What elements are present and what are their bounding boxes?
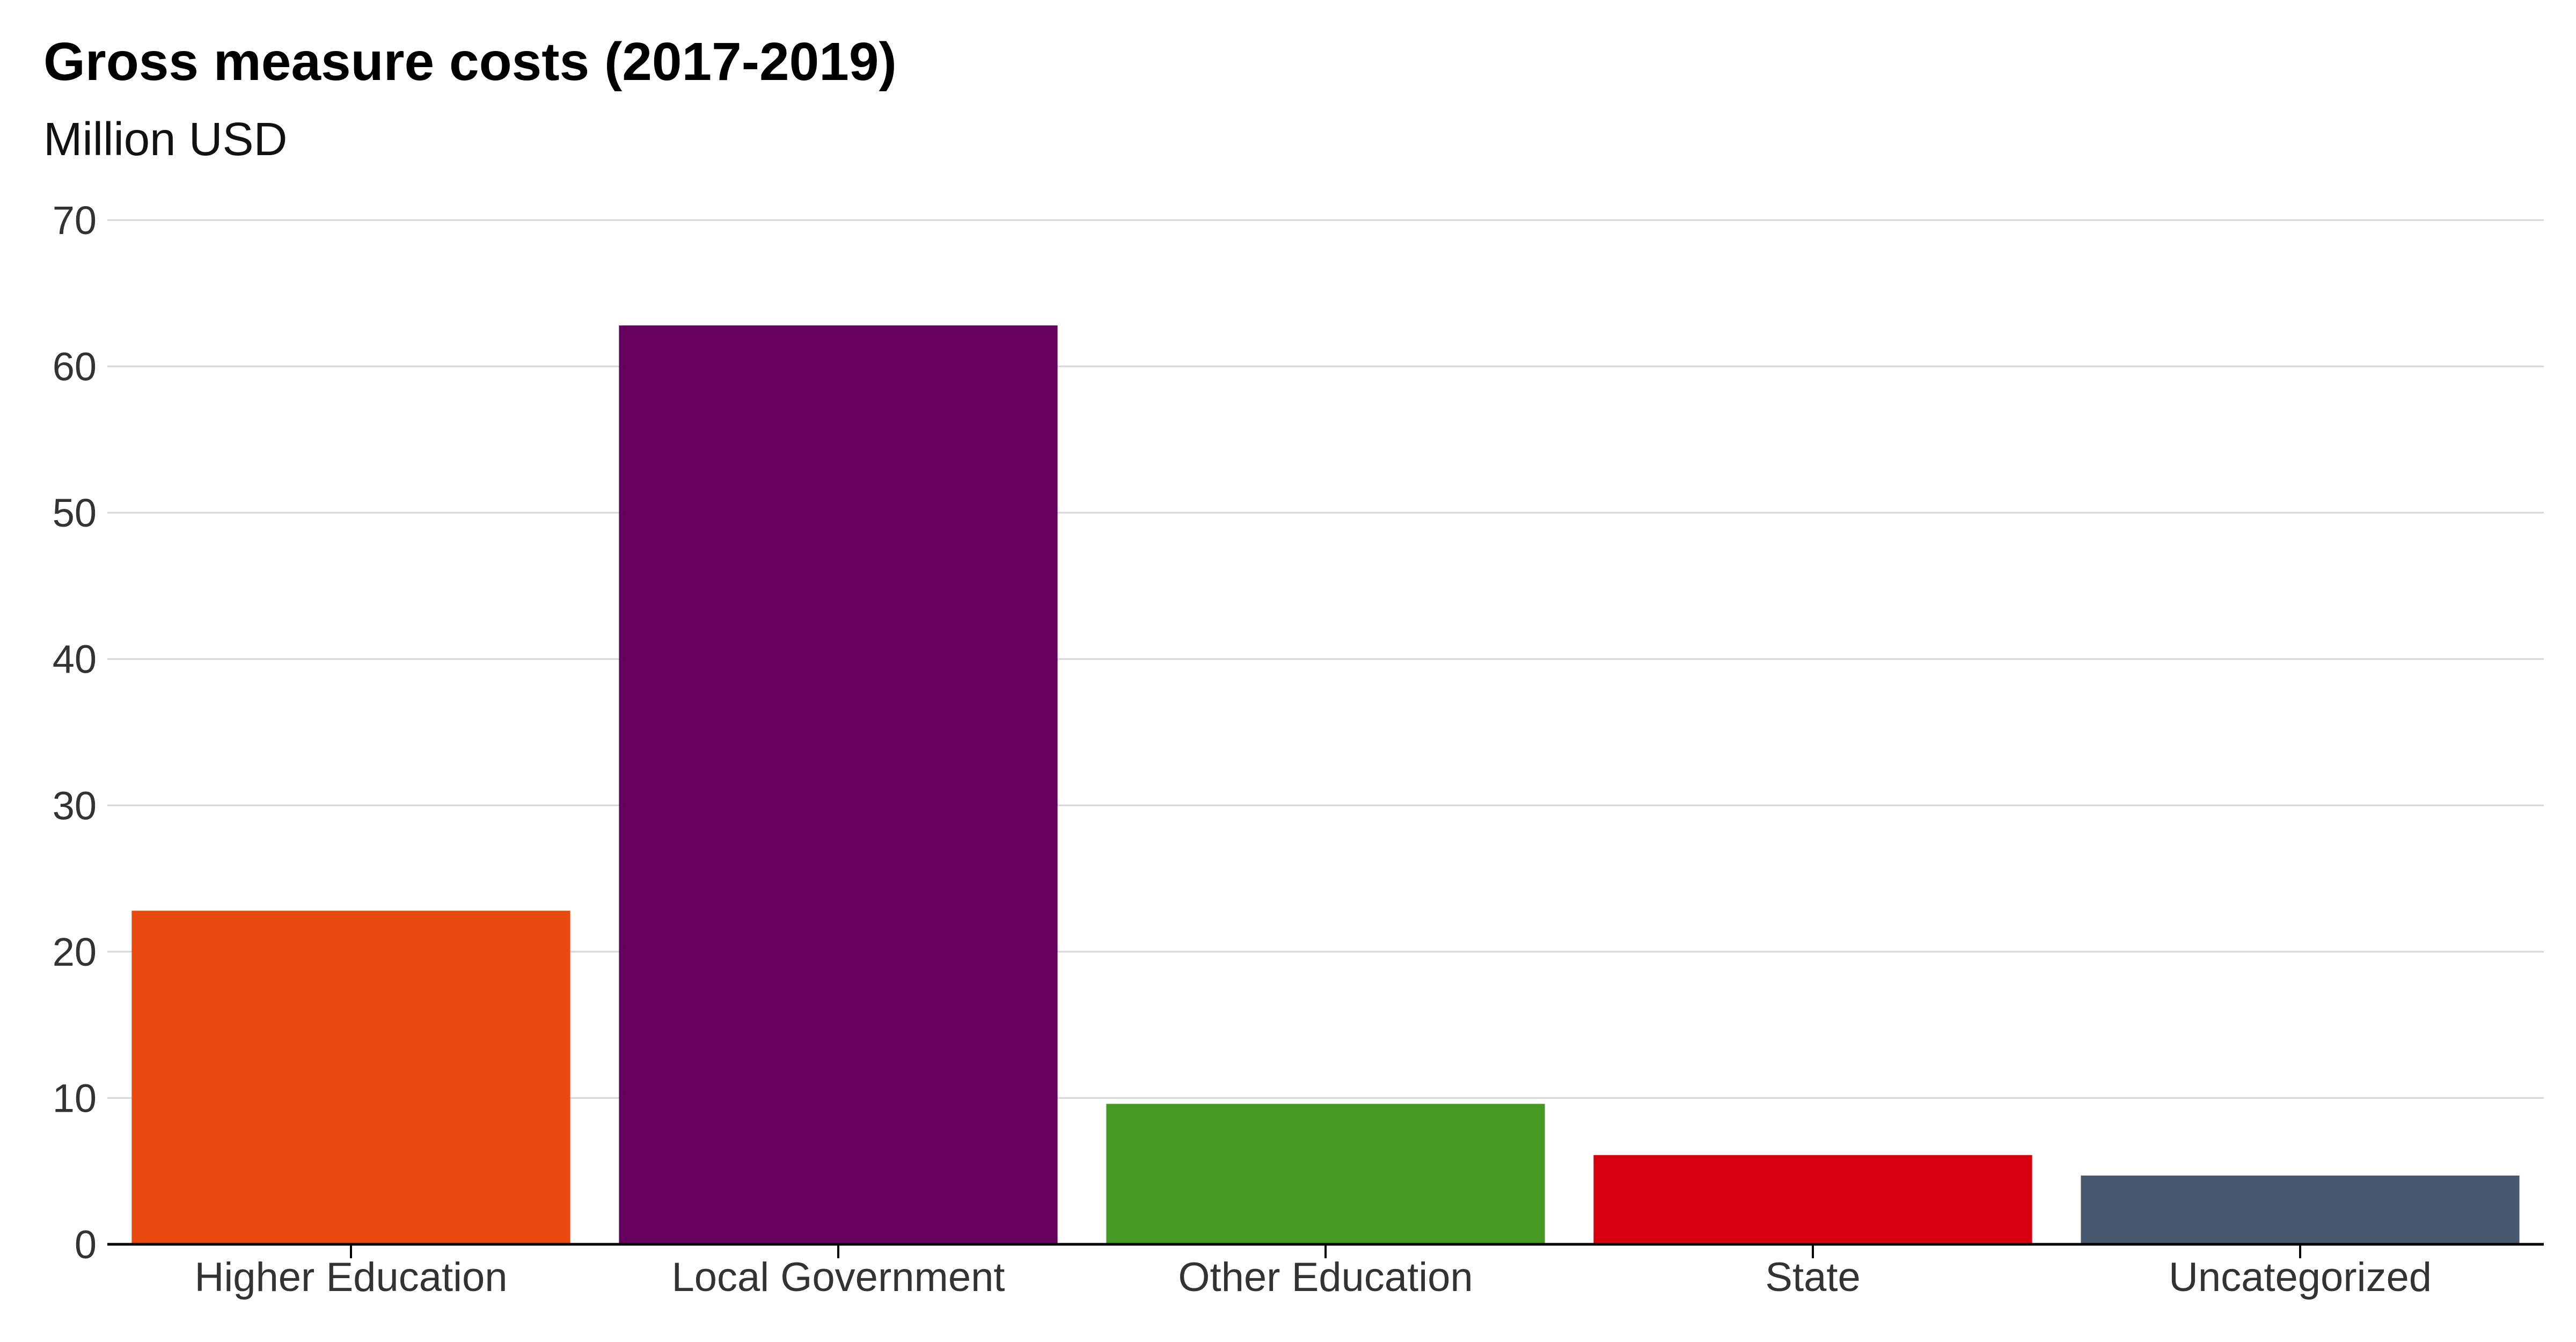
y-tick-label-40: 40 [53, 637, 97, 682]
bar-local-government [619, 325, 1058, 1244]
y-tick-label-0: 0 [75, 1222, 97, 1267]
bars [131, 325, 2520, 1244]
bar-other-education [1106, 1104, 1545, 1244]
chart-title: Gross measure costs (2017-2019) [43, 32, 897, 92]
x-tick-label-higher-education: Higher Education [194, 1255, 507, 1300]
y-tick-label-60: 60 [53, 345, 97, 389]
x-tick-label-state: State [1765, 1255, 1860, 1300]
axis-labels: 0 10 20 30 40 50 60 70 Higher Education Local Gov… [53, 198, 2432, 1300]
x-tick-label-uncategorized: Uncategorized [2169, 1255, 2432, 1300]
y-tick-label-30: 30 [53, 783, 97, 828]
y-tick-label-70: 70 [53, 198, 97, 243]
bar-higher-education [131, 910, 570, 1244]
y-tick-label-50: 50 [53, 491, 97, 535]
x-tick-label-other-education: Other Education [1178, 1255, 1473, 1300]
x-tick-label-local-government: Local Government [672, 1255, 1005, 1300]
chart-subtitle: Million USD [43, 113, 288, 165]
y-tick-label-20: 20 [53, 930, 97, 974]
bar-uncategorized [2081, 1175, 2520, 1244]
y-tick-label-10: 10 [53, 1076, 97, 1120]
axes [107, 1243, 2544, 1258]
bar-state [1593, 1155, 2032, 1244]
